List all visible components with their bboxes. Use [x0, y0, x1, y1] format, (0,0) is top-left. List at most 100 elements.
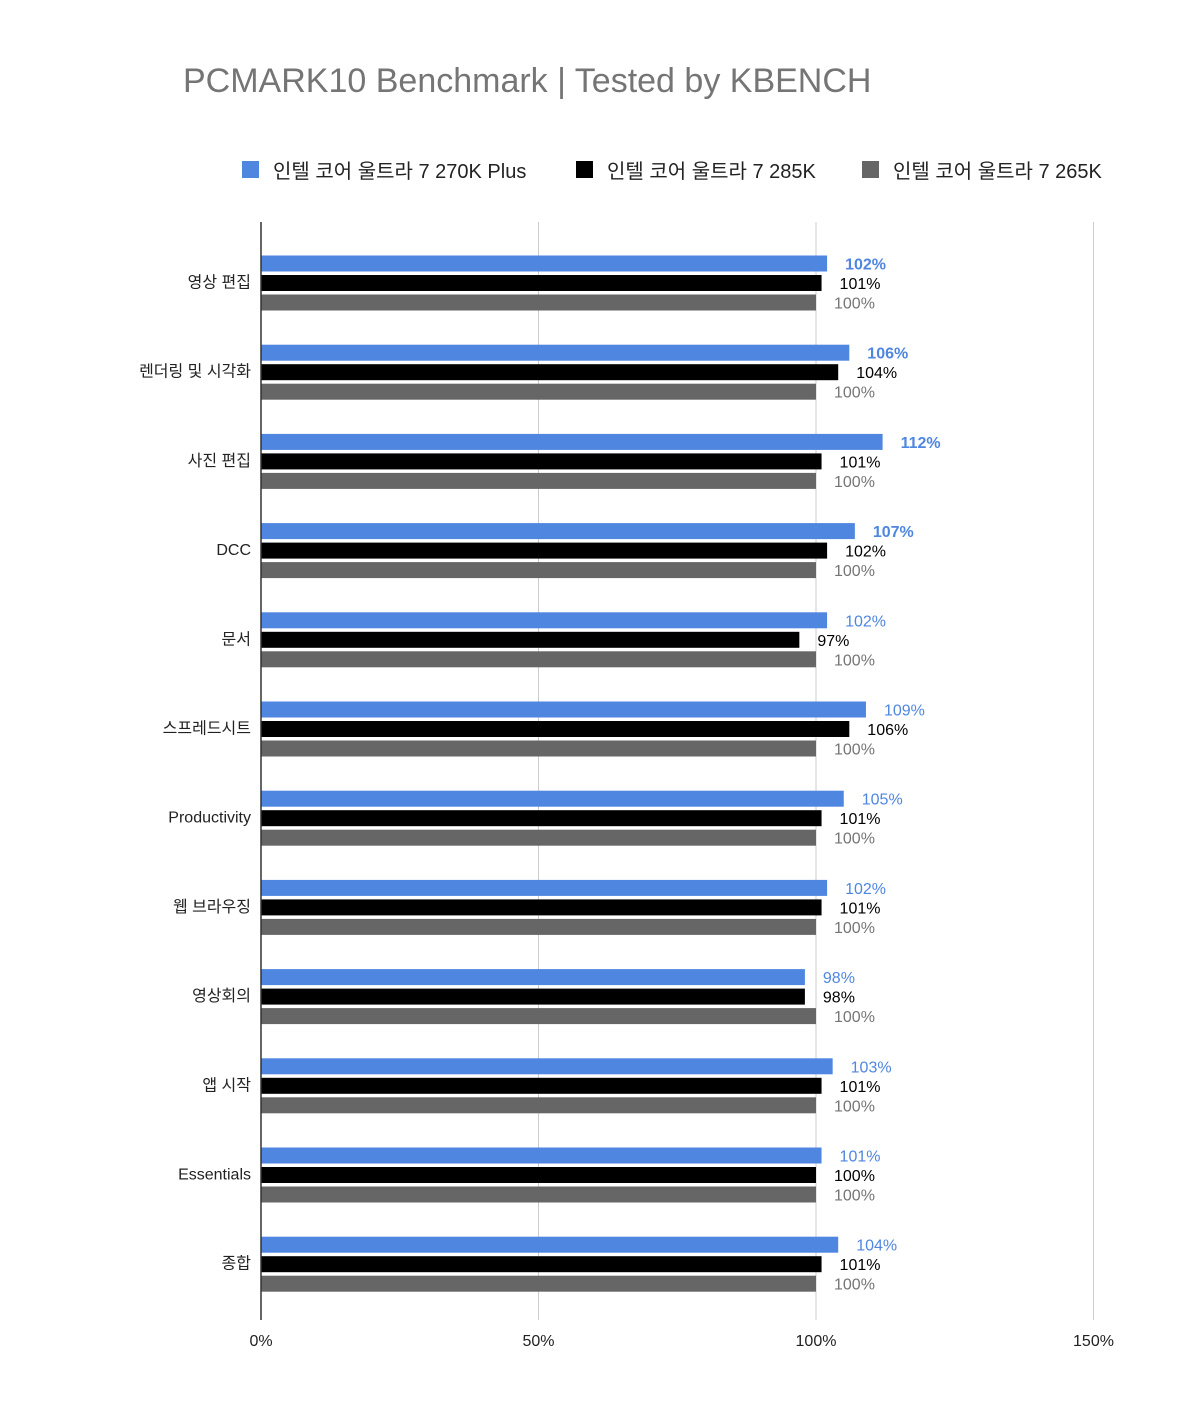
bar: [261, 1147, 822, 1164]
data-label: 100%: [834, 831, 875, 848]
legend-label: 인텔 코어 울트라 7 285K: [607, 161, 816, 183]
bar: [261, 721, 850, 737]
data-label: 101%: [840, 1257, 881, 1274]
data-label: 100%: [834, 652, 875, 669]
data-label: 101%: [840, 1149, 881, 1166]
bar: [261, 472, 816, 489]
data-label: 97%: [817, 633, 849, 650]
bar: [261, 255, 828, 272]
x-tick-label: 100%: [796, 1333, 837, 1350]
bar: [261, 364, 839, 381]
data-label: 104%: [856, 1238, 897, 1255]
x-tick-label: 150%: [1073, 1333, 1114, 1350]
x-tick-label: 0%: [249, 1333, 272, 1350]
chart-title: PCMARK10 Benchmark | Tested by KBENCH: [183, 62, 872, 100]
bar: [261, 1256, 822, 1273]
category-label: 렌더링 및 시각화: [139, 363, 251, 381]
bar: [261, 988, 805, 1005]
bar: [261, 1186, 816, 1203]
bar: [261, 790, 844, 807]
data-label: 100%: [834, 296, 875, 313]
bar: [261, 701, 866, 718]
bar: [261, 453, 822, 470]
legend-swatch: [576, 161, 593, 178]
data-label: 101%: [840, 1079, 881, 1096]
data-label: 101%: [840, 811, 881, 828]
bar: [261, 562, 816, 579]
bar: [261, 1236, 839, 1253]
bar: [261, 1275, 816, 1292]
data-label: 109%: [884, 703, 925, 720]
category-label: 영상회의: [192, 987, 251, 1005]
category-label: 웹 브라우징: [173, 898, 251, 916]
category-label: 스프레드시트: [163, 720, 251, 738]
data-label: 107%: [873, 524, 914, 541]
category-label: 문서: [222, 630, 251, 648]
legend-swatch: [862, 161, 879, 178]
bar: [261, 1008, 816, 1025]
data-label: 102%: [845, 881, 886, 898]
data-label: 103%: [851, 1059, 892, 1076]
legend-swatch: [242, 161, 259, 178]
bar: [261, 542, 828, 559]
legend-label: 인텔 코어 울트라 7 270K Plus: [273, 161, 527, 183]
bar: [261, 383, 816, 400]
legend-label: 인텔 코어 울트라 7 265K: [893, 161, 1102, 183]
data-label: 104%: [856, 365, 897, 382]
bar: [261, 631, 800, 648]
bar: [261, 1167, 816, 1183]
data-label: 98%: [823, 990, 855, 1007]
bar: [261, 294, 816, 311]
legend-item-265k: 인텔 코어 울트라 7 265K: [862, 155, 1102, 184]
bar: [261, 810, 822, 827]
data-label: 101%: [840, 454, 881, 471]
category-label: Productivity: [168, 810, 251, 827]
data-label: 100%: [834, 474, 875, 491]
data-label: 100%: [834, 1277, 875, 1294]
data-label: 101%: [840, 900, 881, 917]
data-label: 100%: [834, 1188, 875, 1205]
bar: [261, 1077, 822, 1094]
bar: [261, 918, 816, 935]
data-label: 100%: [834, 742, 875, 759]
data-label: 100%: [834, 1009, 875, 1026]
category-label: 영상 편집: [188, 274, 251, 292]
bar: [261, 651, 816, 668]
data-label: 100%: [834, 1098, 875, 1115]
data-label: 102%: [845, 257, 886, 274]
category-label: 사진 편집: [188, 452, 251, 470]
category-label: 종합: [222, 1255, 252, 1273]
bar: [261, 1097, 816, 1114]
legend-item-285k: 인텔 코어 울트라 7 285K: [576, 155, 816, 184]
category-label: DCC: [216, 542, 251, 559]
data-label: 101%: [840, 276, 881, 293]
bar: [261, 612, 828, 629]
x-tick-label: 50%: [522, 1333, 554, 1350]
data-label: 112%: [901, 435, 941, 452]
bar: [261, 899, 822, 916]
data-label: 98%: [823, 970, 855, 987]
category-label: Essentials: [178, 1167, 251, 1184]
data-label: 106%: [867, 346, 908, 363]
bar: [261, 275, 822, 291]
bar: [261, 344, 850, 361]
bar: [261, 879, 828, 896]
data-label: 102%: [845, 613, 886, 630]
bar: [261, 1058, 833, 1075]
data-label: 102%: [845, 544, 886, 561]
data-label: 100%: [834, 385, 875, 402]
data-label: 105%: [862, 792, 903, 809]
bar: [261, 829, 816, 846]
data-label: 100%: [834, 563, 875, 580]
legend-item-270k-plus: 인텔 코어 울트라 7 270K Plus: [242, 155, 526, 184]
data-label: 100%: [834, 920, 875, 937]
data-label: 106%: [867, 722, 908, 739]
bar: [261, 433, 883, 450]
bar: [261, 969, 805, 986]
bar: [261, 523, 855, 540]
data-label: 100%: [834, 1168, 875, 1185]
category-label: 앱 시작: [202, 1076, 251, 1094]
bar: [261, 740, 816, 757]
